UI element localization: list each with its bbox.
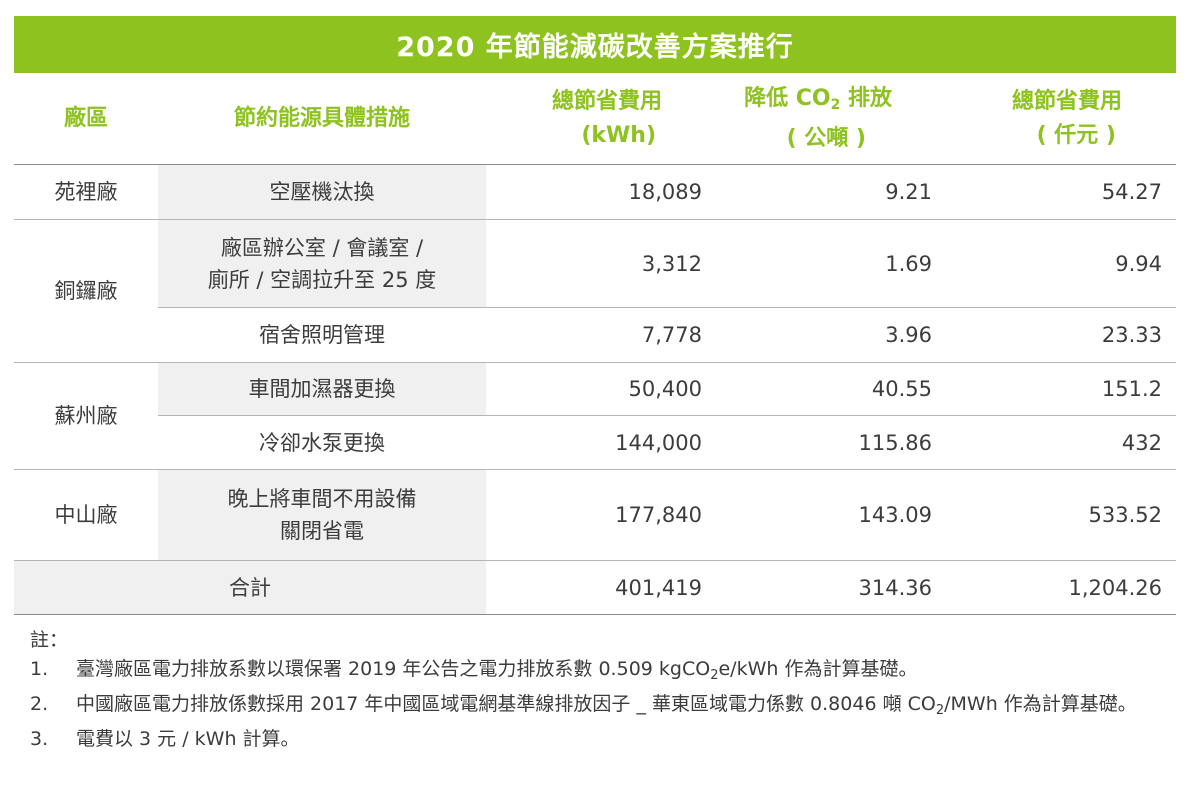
header-cost-line1: 總節省費用 — [1011, 88, 1122, 114]
notes-header: 註： — [30, 629, 69, 651]
energy-cell: 177,840 — [486, 469, 716, 561]
note-subscript: 2 — [935, 703, 945, 718]
measure-cell: 廠區辦公室 / 會議室 / 廁所 / 空調拉升至 25 度 — [158, 219, 486, 308]
co2-cell: 40.55 — [716, 362, 946, 416]
table-row: 銅鑼廠 廠區辦公室 / 會議室 / 廁所 / 空調拉升至 25 度 3,312 … — [14, 219, 1176, 363]
energy-saving-table: 廠區 節約能源具體措施 總節省費用 (kWh) 降低 CO2 排放 ( 公噸 )… — [14, 73, 1176, 615]
note-item: 2. 中國廠區電力排放係數採用 2017 年中國區域電網基準線排放因子 _ 華東… — [30, 690, 1170, 725]
measure-cell: 冷卻水泵更換 — [158, 415, 486, 470]
note-item: 3. 電費以 3 元 / kWh 計算。 — [30, 725, 1170, 754]
table-row: 苑裡廠 空壓機汰換 18,089 9.21 54.27 — [14, 164, 1176, 220]
header-measure: 節約能源具體措施 — [158, 73, 486, 165]
note-text-pre: 中國廠區電力排放係數採用 2017 年中國區域電網基準線排放因子 _ 華東區域電… — [76, 693, 936, 715]
energy-cell: 50,400 — [486, 362, 716, 416]
header-co2-line1: 降低 CO2 排放 — [716, 82, 892, 122]
header-row: 廠區 節約能源具體措施 總節省費用 (kWh) 降低 CO2 排放 ( 公噸 )… — [14, 73, 1176, 165]
measure-line2: 關閉省電 — [280, 519, 364, 543]
plant-cell: 苑裡廠 — [14, 164, 158, 220]
note-number: 3. — [30, 728, 49, 750]
note-subscript: 2 — [710, 668, 719, 683]
cost-cell: 54.27 — [946, 164, 1176, 220]
cost-cell: 432 — [946, 415, 1176, 470]
note-text: 電費以 3 元 / kWh 計算。 — [76, 728, 300, 750]
header-energy-line2: (kWh) — [581, 122, 656, 148]
header-plant: 廠區 — [14, 73, 158, 165]
note-text-post: /MWh 作為計算基礎。 — [944, 693, 1137, 715]
header-co2-line2: ( 公噸 ) — [786, 125, 866, 151]
table-row: 冷卻水泵更換 144,000 115.86 432 — [14, 415, 1176, 470]
energy-cell: 7,778 — [486, 307, 716, 363]
co2-cell: 115.86 — [716, 415, 946, 470]
header-co2-post: 排放 — [840, 85, 892, 111]
energy-cell: 3,312 — [486, 219, 716, 308]
header-energy: 總節省費用 (kWh) — [486, 73, 716, 165]
co2-cell: 143.09 — [716, 469, 946, 561]
measure-line1: 廠區辦公室 / 會議室 / — [220, 235, 424, 260]
total-energy: 401,419 — [486, 560, 716, 615]
plant-cell: 蘇州廠 — [14, 362, 158, 470]
energy-cell: 144,000 — [486, 415, 716, 470]
notes-section: 註： 1. 臺灣廠區電力排放系數以環保署 2019 年公告之電力排放系數 0.5… — [30, 625, 1170, 754]
measure-cell: 車間加濕器更換 — [158, 362, 486, 416]
plant-cell: 銅鑼廠 — [14, 219, 158, 363]
cost-cell: 151.2 — [946, 362, 1176, 416]
note-text: 中國廠區電力排放係數採用 2017 年中國區域電網基準線排放因子 _ 華東區域電… — [76, 690, 1170, 725]
note-text-pre: 臺灣廠區電力排放系數以環保署 2019 年公告之電力排放系數 0.509 kgC… — [76, 658, 711, 680]
total-co2: 314.36 — [716, 560, 946, 615]
header-co2-pre: 降低 CO — [744, 85, 831, 111]
total-label: 合計 — [14, 560, 486, 615]
header-co2: 降低 CO2 排放 ( 公噸 ) — [716, 73, 946, 165]
note-number: 1. — [30, 658, 49, 680]
header-co2-subscript: 2 — [830, 96, 841, 113]
table-title: 2020 年節能減碳改善方案推行 — [14, 16, 1176, 73]
header-cost-line2: ( 仟元 ) — [1036, 122, 1116, 148]
cost-cell: 533.52 — [946, 469, 1176, 561]
note-text: 臺灣廠區電力排放系數以環保署 2019 年公告之電力排放系數 0.509 kgC… — [76, 655, 1170, 690]
co2-cell: 1.69 — [716, 219, 946, 308]
table-row: 蘇州廠 車間加濕器更換 50,400 40.55 151.2 — [14, 362, 1176, 470]
measure-cell: 宿舍照明管理 — [158, 307, 486, 363]
cost-cell: 9.94 — [946, 219, 1176, 308]
note-text-post: e/kWh 作為計算基礎。 — [718, 658, 918, 680]
total-cost: 1,204.26 — [946, 560, 1176, 615]
measure-line1: 晚上將車間不用設備 — [227, 487, 417, 511]
energy-saving-table-container: 2020 年節能減碳改善方案推行 廠區 節約能源具體措施 總節省費用 (kWh)… — [14, 16, 1176, 615]
header-cost: 總節省費用 ( 仟元 ) — [946, 73, 1176, 165]
plant-cell: 中山廠 — [14, 469, 158, 561]
cost-cell: 23.33 — [946, 307, 1176, 363]
table-row: 中山廠 晚上將車間不用設備 關閉省電 177,840 143.09 533.52 — [14, 469, 1176, 561]
note-number: 2. — [30, 693, 49, 715]
co2-cell: 3.96 — [716, 307, 946, 363]
header-energy-line1: 總節省費用 — [551, 88, 662, 114]
note-item: 1. 臺灣廠區電力排放系數以環保署 2019 年公告之電力排放系數 0.509 … — [30, 655, 1170, 690]
co2-cell: 9.21 — [716, 164, 946, 220]
measure-cell: 空壓機汰換 — [158, 164, 486, 220]
measure-line2: 廁所 / 空調拉升至 25 度 — [207, 267, 437, 292]
table-row: 宿舍照明管理 7,778 3.96 23.33 — [14, 307, 1176, 363]
energy-cell: 18,089 — [486, 164, 716, 220]
measure-cell: 晚上將車間不用設備 關閉省電 — [158, 469, 486, 561]
total-row: 合計 401,419 314.36 1,204.26 — [14, 560, 1176, 615]
